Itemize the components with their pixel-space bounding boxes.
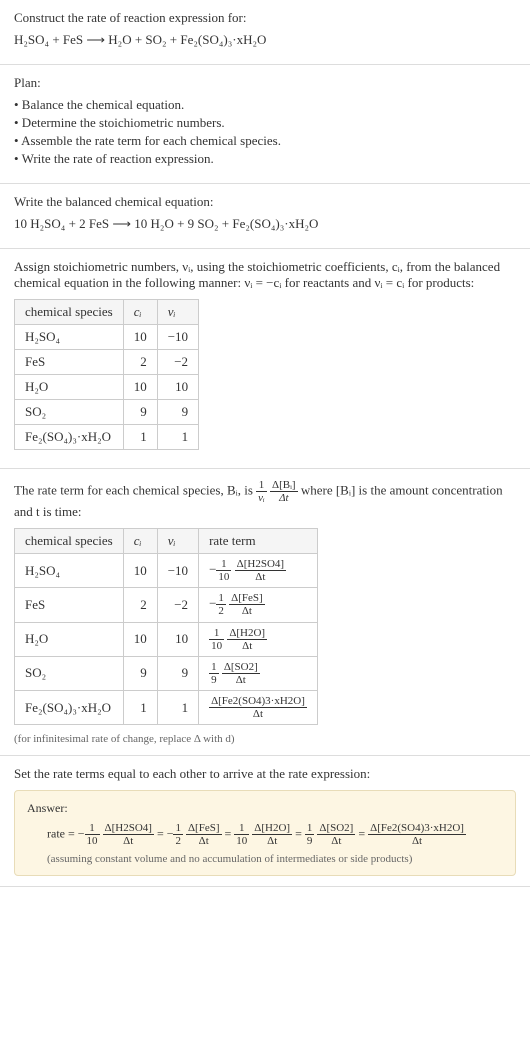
cell-rate: −110 Δ[H2SO4]Δt: [199, 554, 318, 588]
plan-item: • Write the rate of reaction expression.: [14, 151, 516, 167]
answer-label: Answer:: [27, 801, 503, 816]
balanced-equation: 10 H₂SO₄ + 2 FeS ⟶ 10 H₂O + 9 SO₂ + Fe₂(…: [14, 216, 516, 232]
plan-item: • Assemble the rate term for each chemic…: [14, 133, 516, 149]
cell: SO₂: [15, 400, 124, 425]
cell: 10: [123, 554, 157, 588]
cell: 10: [157, 622, 198, 656]
rateterm-text: The rate term for each chemical species,…: [14, 479, 516, 520]
cell-rate: 19 Δ[SO2]Δt: [199, 656, 318, 690]
th-vi: νᵢ: [157, 529, 198, 554]
stoich-text: Assign stoichiometric numbers, νᵢ, using…: [14, 259, 516, 291]
cell: H₂O: [15, 622, 124, 656]
answer-box: Answer: rate = −110 Δ[H2SO4]Δt = −12 Δ[F…: [14, 790, 516, 876]
cell: 2: [123, 588, 157, 622]
cell: 9: [123, 400, 157, 425]
cell: −10: [157, 325, 198, 350]
cell: 1: [157, 425, 198, 450]
intro-line: Construct the rate of reaction expressio…: [14, 10, 516, 26]
cell: −10: [157, 554, 198, 588]
plan-list: • Balance the chemical equation. • Deter…: [14, 97, 516, 167]
cell: 9: [157, 400, 198, 425]
cell: FeS: [15, 588, 124, 622]
cell: H₂SO₄: [15, 325, 124, 350]
cell: Fe₂(SO₄)₃·xH₂O: [15, 690, 124, 724]
frac-delta: Δ[Bᵢ]Δt: [270, 479, 298, 504]
intro-section: Construct the rate of reaction expressio…: [0, 0, 530, 65]
cell: 9: [157, 656, 198, 690]
plan-heading: Plan:: [14, 75, 516, 91]
balanced-section: Write the balanced chemical equation: 10…: [0, 184, 530, 249]
cell: −2: [157, 350, 198, 375]
cell-rate: 110 Δ[H2O]Δt: [199, 622, 318, 656]
rate-expression: rate = −110 Δ[H2SO4]Δt = −12 Δ[FeS]Δt = …: [47, 822, 503, 847]
th-species: chemical species: [15, 529, 124, 554]
rateterm-table: chemical species cᵢ νᵢ rate term H₂SO₄10…: [14, 528, 318, 725]
cell: Fe₂(SO₄)₃·xH₂O: [15, 425, 124, 450]
balanced-heading: Write the balanced chemical equation:: [14, 194, 516, 210]
cell: 10: [123, 375, 157, 400]
cell: −2: [157, 588, 198, 622]
cell: H₂O: [15, 375, 124, 400]
th-ci: cᵢ: [123, 300, 157, 325]
cell-rate: −12 Δ[FeS]Δt: [199, 588, 318, 622]
plan-item: • Balance the chemical equation.: [14, 97, 516, 113]
stoich-table: chemical species cᵢ νᵢ H₂SO₄10−10 FeS2−2…: [14, 299, 199, 450]
th-species: chemical species: [15, 300, 124, 325]
intro-equation: H₂SO₄ + FeS ⟶ H₂O + SO₂ + Fe₂(SO₄)₃·xH₂O: [14, 32, 516, 48]
cell: 2: [123, 350, 157, 375]
cell-rate: Δ[Fe2(SO4)3·xH2O]Δt: [199, 690, 318, 724]
answer-aside: (assuming constant volume and no accumul…: [47, 853, 503, 865]
cell: H₂SO₄: [15, 554, 124, 588]
cell: FeS: [15, 350, 124, 375]
cell: 10: [123, 325, 157, 350]
cell: SO₂: [15, 656, 124, 690]
cell: 1: [123, 690, 157, 724]
final-heading: Set the rate terms equal to each other t…: [14, 766, 516, 782]
final-section: Set the rate terms equal to each other t…: [0, 756, 530, 887]
rateterm-note: (for infinitesimal rate of change, repla…: [14, 733, 516, 745]
stoich-section: Assign stoichiometric numbers, νᵢ, using…: [0, 249, 530, 469]
th-vi: νᵢ: [157, 300, 198, 325]
cell: 10: [123, 622, 157, 656]
plan-item: • Determine the stoichiometric numbers.: [14, 115, 516, 131]
th-rate: rate term: [199, 529, 318, 554]
th-ci: cᵢ: [123, 529, 157, 554]
plan-section: Plan: • Balance the chemical equation. •…: [0, 65, 530, 184]
cell: 9: [123, 656, 157, 690]
cell: 1: [123, 425, 157, 450]
frac-coef: 1νᵢ: [256, 479, 267, 504]
cell: 1: [157, 690, 198, 724]
cell: 10: [157, 375, 198, 400]
rateterm-section: The rate term for each chemical species,…: [0, 469, 530, 756]
